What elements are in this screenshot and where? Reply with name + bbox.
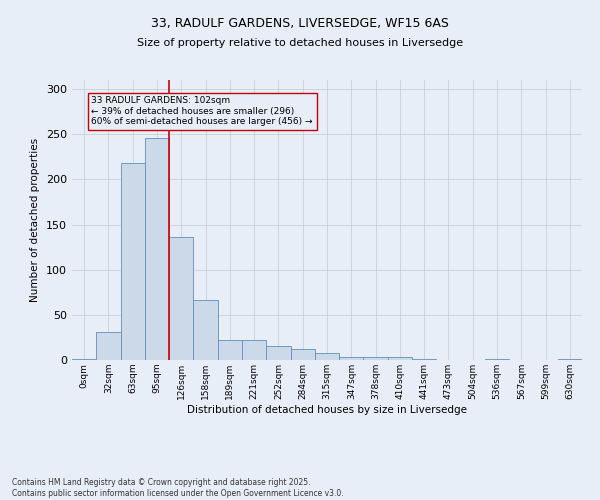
Bar [193, 300, 218, 360]
Bar [121, 163, 145, 360]
X-axis label: Distribution of detached houses by size in Liversedge: Distribution of detached houses by size … [187, 404, 467, 414]
Bar [96, 332, 121, 360]
Bar [218, 340, 242, 360]
Bar [290, 349, 315, 360]
Text: 33 RADULF GARDENS: 102sqm
← 39% of detached houses are smaller (296)
60% of semi: 33 RADULF GARDENS: 102sqm ← 39% of detac… [91, 96, 313, 126]
Text: Contains HM Land Registry data © Crown copyright and database right 2025.
Contai: Contains HM Land Registry data © Crown c… [12, 478, 344, 498]
Bar [266, 346, 290, 360]
Bar [412, 359, 436, 360]
Bar [242, 340, 266, 360]
Bar [339, 358, 364, 360]
Bar [145, 138, 169, 360]
Bar [388, 358, 412, 360]
Bar [558, 359, 582, 360]
Text: Size of property relative to detached houses in Liversedge: Size of property relative to detached ho… [137, 38, 463, 48]
Bar [72, 359, 96, 360]
Text: 33, RADULF GARDENS, LIVERSEDGE, WF15 6AS: 33, RADULF GARDENS, LIVERSEDGE, WF15 6AS [151, 18, 449, 30]
Y-axis label: Number of detached properties: Number of detached properties [31, 138, 40, 302]
Bar [364, 358, 388, 360]
Bar [169, 237, 193, 360]
Bar [315, 353, 339, 360]
Bar [485, 359, 509, 360]
